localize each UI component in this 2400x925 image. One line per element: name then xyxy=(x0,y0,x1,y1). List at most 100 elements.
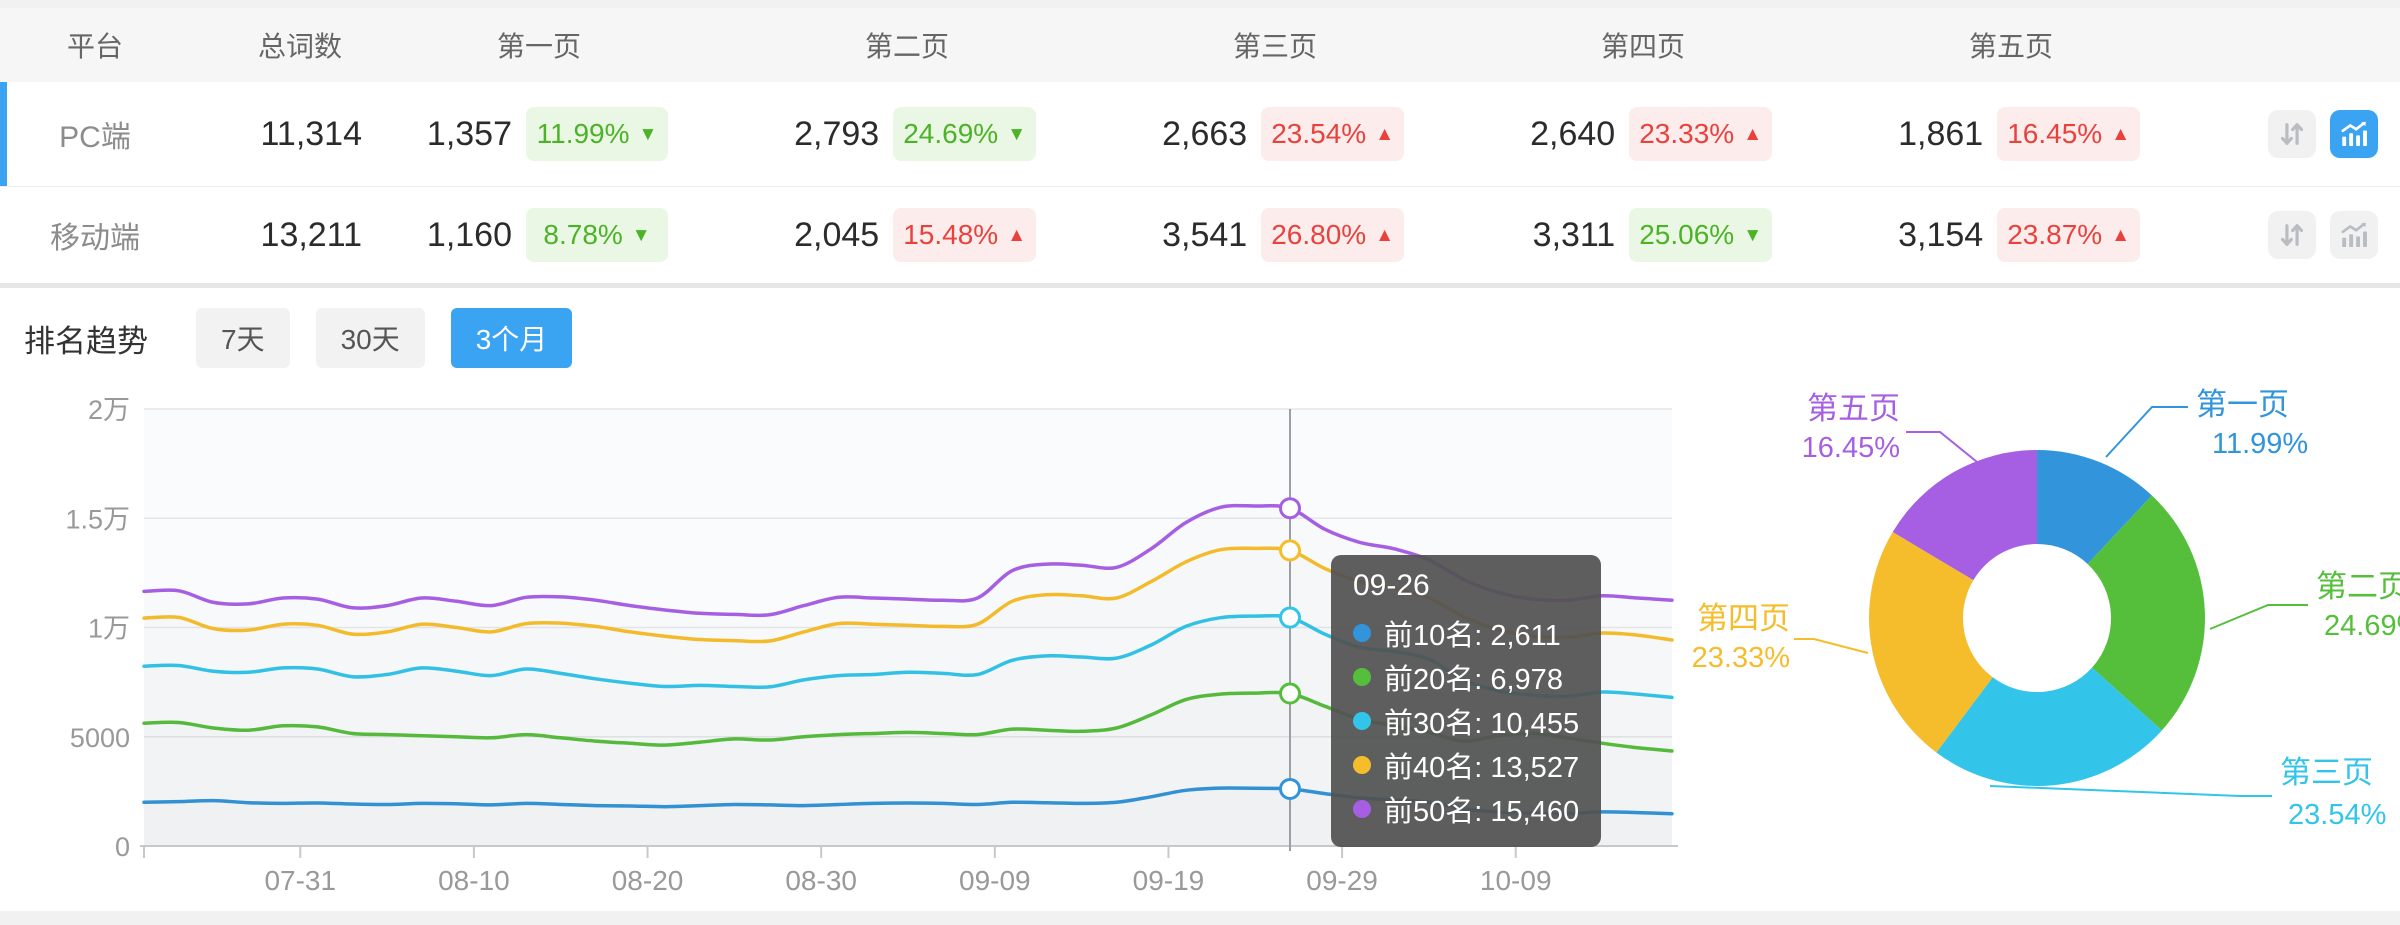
page-4-count: 2,640 xyxy=(1530,114,1616,153)
change-percent: 23.87% xyxy=(2007,219,2103,250)
sort-arrows-icon xyxy=(2280,224,2304,246)
total-keywords-value: 11,314 xyxy=(260,114,362,153)
page-5-cell: 1,861 16.45% ▲ xyxy=(1882,107,2250,161)
table-body: PC端 11,314 1,357 11.99% ▼ 2,793 24.69% ▼ 2,663 23… xyxy=(0,82,2400,283)
highlight-marker xyxy=(1279,539,1301,562)
page-1-change-badge: 11.99% ▼ xyxy=(526,107,668,161)
change-percent: 15.48% xyxy=(903,219,999,250)
page-5-count: 3,154 xyxy=(1898,215,1984,254)
label-leader-line xyxy=(2209,604,2308,630)
trend-tab-1[interactable]: 30天 xyxy=(315,308,425,368)
row-actions xyxy=(2250,211,2400,259)
donut-label-percent: 24.69% xyxy=(2324,610,2400,642)
trend-arrow-up-icon: ▲ xyxy=(1375,123,1394,145)
sort-button[interactable] xyxy=(2268,110,2316,158)
x-axis-label: 09-19 xyxy=(1133,865,1205,896)
donut-label-name: 第二页 xyxy=(2316,569,2400,604)
x-axis-label: 08-10 xyxy=(438,865,510,896)
label-leader-line xyxy=(1906,431,1983,467)
change-percent: 11.99% xyxy=(536,118,630,149)
column-header-6: 第五页 xyxy=(1968,31,2053,62)
chart-view-button[interactable] xyxy=(2330,211,2378,259)
sort-button[interactable] xyxy=(2268,211,2316,259)
page-2-count: 2,793 xyxy=(794,114,880,153)
trend-chart-icon xyxy=(2341,222,2367,247)
trend-arrow-up-icon: ▲ xyxy=(2111,123,2130,145)
table-row-mobile[interactable]: 移动端 13,211 1,160 8.78% ▼ 2,045 15.48% ▲ 3,541 26.… xyxy=(0,186,2400,283)
page-2-cell: 2,793 24.69% ▼ xyxy=(778,107,1146,161)
column-header-1: 总词数 xyxy=(257,31,342,62)
trend-tab-0[interactable]: 7天 xyxy=(196,308,290,368)
platform-label: 移动端 xyxy=(50,222,140,255)
donut-label-name: 第四页 xyxy=(1697,601,1790,636)
trend-arrow-up-icon: ▲ xyxy=(1375,224,1394,246)
page-5-cell: 3,154 23.87% ▲ xyxy=(1882,208,2250,262)
x-axis-label: 07-31 xyxy=(264,865,336,896)
page-2-change-badge: 15.48% ▲ xyxy=(893,208,1036,262)
trend-line-chart: 0 5000 1万 1.5万 2万 07-31 08-10 08-20 08-30 09-09 09… xyxy=(65,395,1678,896)
change-percent: 23.33% xyxy=(1639,118,1735,149)
platform-label: PC端 xyxy=(59,121,131,154)
change-percent: 8.78% xyxy=(543,219,623,250)
donut-slice-5[interactable] xyxy=(1892,450,2037,581)
page-5-count: 1,861 xyxy=(1898,114,1984,153)
page-2-cell: 2,045 15.48% ▲ xyxy=(778,208,1146,262)
trend-arrow-up-icon: ▲ xyxy=(2111,224,2130,246)
trend-arrow-down-icon: ▼ xyxy=(1743,224,1762,246)
trend-range-tabs: 7天 30天 3个月 xyxy=(196,308,598,368)
label-leader-line xyxy=(1794,638,1869,654)
x-axis-label: 09-29 xyxy=(1306,865,1378,896)
trend-arrow-down-icon: ▼ xyxy=(638,123,658,145)
column-header-5: 第四页 xyxy=(1600,31,1685,62)
page-3-change-badge: 23.54% ▲ xyxy=(1261,107,1404,161)
sort-arrows-icon xyxy=(2280,123,2304,145)
label-leader-line xyxy=(2105,406,2188,458)
page-2-count: 2,045 xyxy=(794,215,880,254)
page-3-count: 2,663 xyxy=(1162,114,1248,153)
top-divider xyxy=(0,0,2400,8)
trend-chart-icon xyxy=(2341,121,2367,146)
table-row-pc[interactable]: PC端 11,314 1,357 11.99% ▼ 2,793 24.69% ▼ 2,663 23… xyxy=(0,82,2400,186)
page-2-change-badge: 24.69% ▼ xyxy=(893,107,1036,161)
donut-slice-4[interactable] xyxy=(1869,532,1993,753)
x-axis-label: 08-30 xyxy=(785,865,857,896)
page-5-change-badge: 23.87% ▲ xyxy=(1997,208,2140,262)
table-header-row: 平台 总词数 第一页 第二页 第三页 第四页 第五页 xyxy=(0,8,2400,82)
card-divider xyxy=(0,283,2400,288)
change-percent: 16.45% xyxy=(2007,118,2103,149)
change-percent: 26.80% xyxy=(1271,219,1367,250)
change-percent: 25.06% xyxy=(1639,219,1735,250)
y-axis-label: 1.5万 xyxy=(65,504,130,534)
y-axis-label: 5000 xyxy=(70,723,130,753)
donut-label-name: 第三页 xyxy=(2280,755,2373,790)
page-1-cell: 1,357 11.99% ▼ xyxy=(410,107,778,161)
chart-view-button[interactable] xyxy=(2330,110,2378,158)
page-1-count: 1,160 xyxy=(426,215,512,254)
trend-arrow-up-icon: ▲ xyxy=(1007,224,1026,246)
bottom-divider xyxy=(0,911,2400,925)
row-actions xyxy=(2250,110,2400,158)
page-3-cell: 2,663 23.54% ▲ xyxy=(1146,107,1514,161)
x-axis-label: 08-20 xyxy=(612,865,684,896)
trend-arrow-up-icon: ▲ xyxy=(1743,123,1762,145)
donut-slice-2[interactable] xyxy=(2087,495,2205,731)
column-header-0: 平台 xyxy=(66,31,123,62)
page-1-cell: 1,160 8.78% ▼ xyxy=(410,208,778,262)
donut-label-percent: 11.99% xyxy=(2212,428,2308,460)
change-percent: 24.69% xyxy=(903,118,999,149)
donut-label-percent: 23.33% xyxy=(1692,642,1790,674)
page-3-count: 3,541 xyxy=(1162,215,1248,254)
donut-slice-1[interactable] xyxy=(2037,450,2152,564)
page-4-change-badge: 23.33% ▲ xyxy=(1629,107,1772,161)
trend-section-title: 排名趋势 xyxy=(24,323,148,359)
page-distribution-donut: 第一页 11.99% 第二页 24.69% 第三页 23.54% 第四页 23.33% 第五页 1… xyxy=(1692,387,2400,831)
trend-tab-2[interactable]: 3个月 xyxy=(450,308,573,368)
y-axis-label: 2万 xyxy=(88,395,130,425)
donut-label-percent: 16.45% xyxy=(1802,432,1900,464)
donut-slice-3[interactable] xyxy=(1936,667,2162,786)
column-header-4: 第三页 xyxy=(1232,31,1317,62)
ranking-table-card: 平台 总词数 第一页 第二页 第三页 第四页 第五页 PC端 11,314 1,357 11.99… xyxy=(0,8,2400,283)
donut-label-name: 第五页 xyxy=(1807,391,1900,426)
page-1-change-badge: 8.78% ▼ xyxy=(526,208,668,262)
